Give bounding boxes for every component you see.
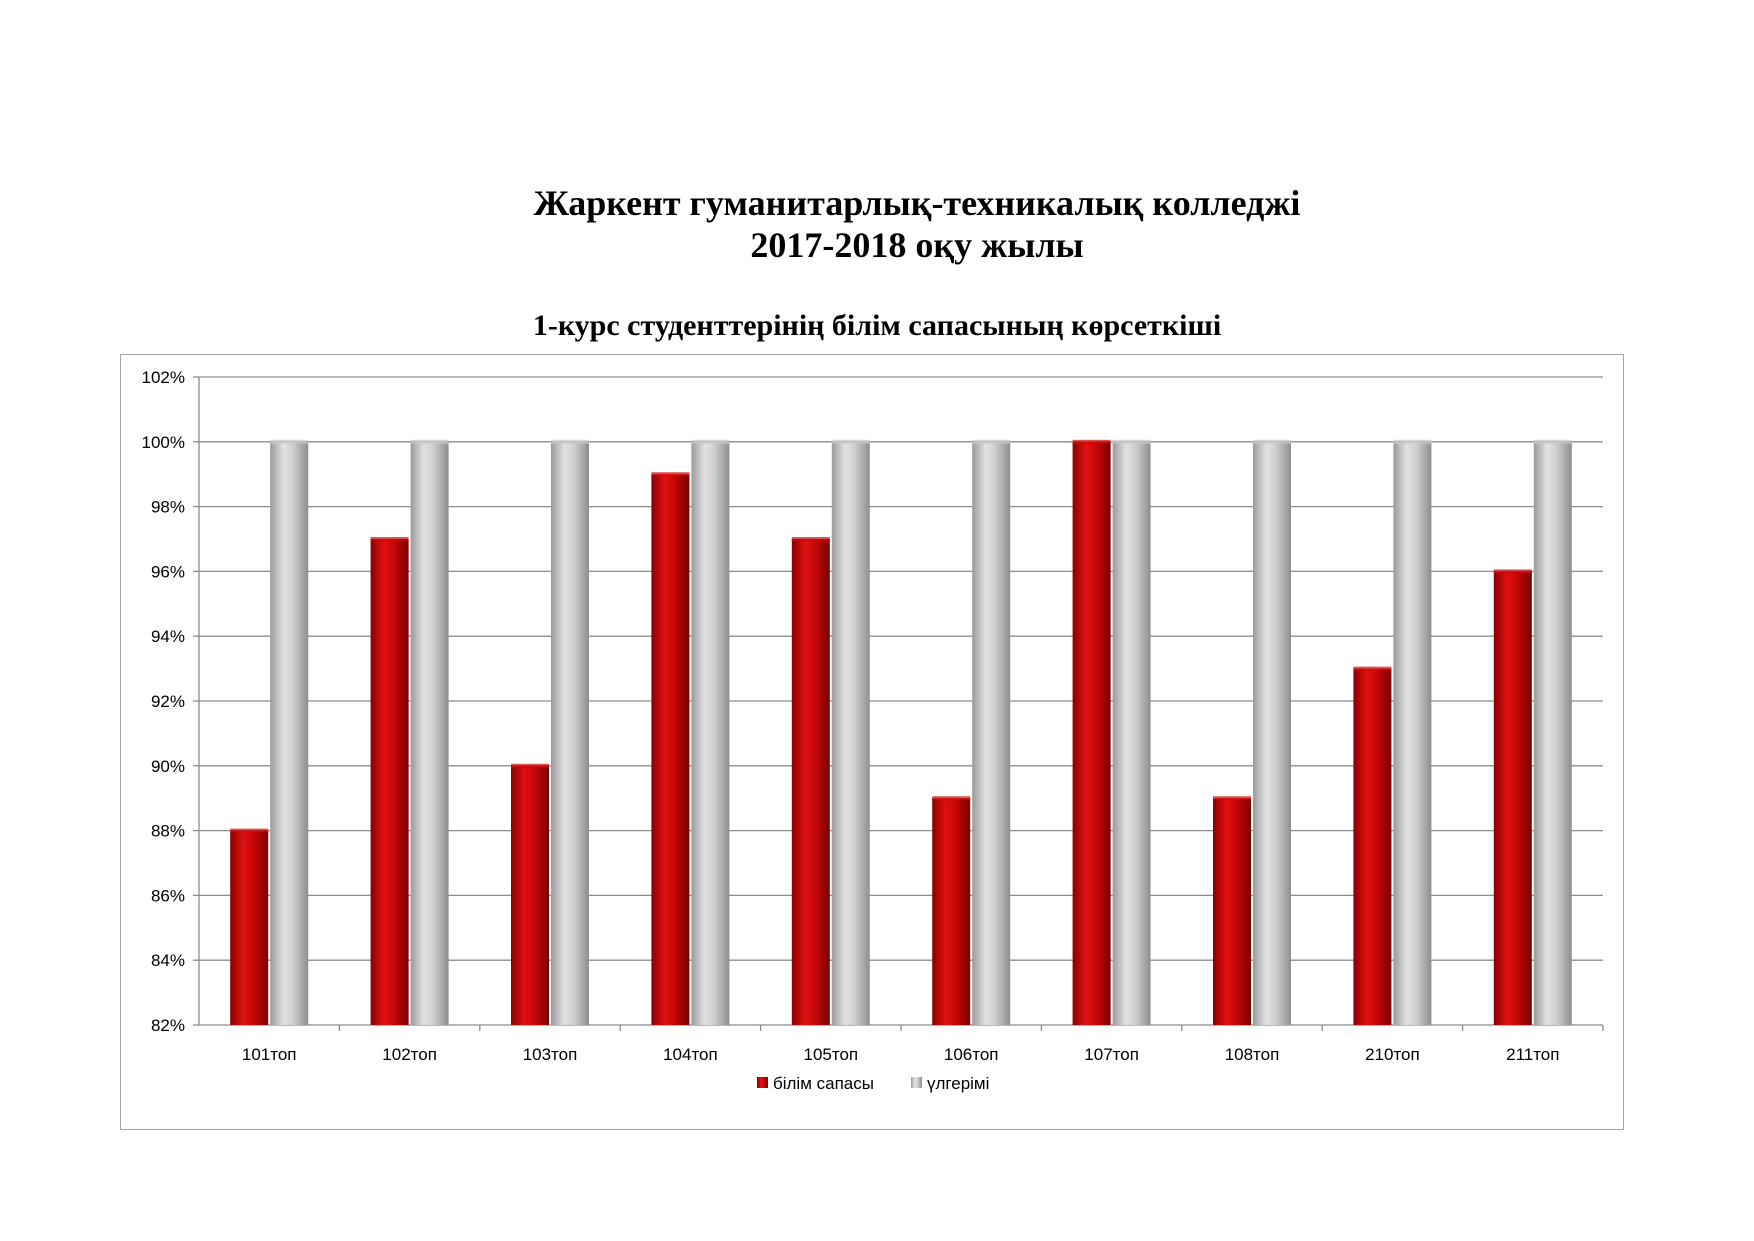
y-tick-label: 88% bbox=[151, 822, 185, 841]
x-axis-ticks: 101топ 102топ 103топ 104топ 105топ 106топ 107т… bbox=[242, 1045, 1560, 1064]
bar-cap bbox=[551, 439, 589, 444]
x-category-label: 106топ bbox=[944, 1045, 999, 1064]
bar-bilim-sapasy bbox=[511, 765, 549, 1025]
bar-bilim-sapasy bbox=[370, 539, 409, 1025]
y-tick-label: 82% bbox=[151, 1016, 185, 1035]
y-tick-label: 98% bbox=[151, 498, 185, 517]
bar-cap bbox=[651, 472, 690, 477]
bar-cap bbox=[370, 537, 409, 541]
bar-cap bbox=[410, 439, 449, 444]
bar-cap bbox=[1213, 796, 1251, 801]
y-tick-label: 84% bbox=[151, 951, 185, 970]
legend: білім сапасы үлгерімі bbox=[757, 1074, 989, 1093]
bar-cap bbox=[972, 439, 1011, 444]
y-tick-label: 94% bbox=[151, 627, 185, 646]
bar-ulgerimi bbox=[270, 441, 309, 1025]
x-category-label: 101топ bbox=[242, 1045, 297, 1064]
x-category-label: 102топ bbox=[382, 1045, 437, 1064]
bar-cap bbox=[1533, 439, 1572, 444]
legend-swatch bbox=[911, 1077, 922, 1088]
bars bbox=[230, 439, 1572, 1025]
bar-ulgerimi bbox=[1253, 441, 1291, 1025]
bar-cap bbox=[1253, 439, 1291, 444]
bar-cap bbox=[1353, 666, 1392, 671]
bar-cap bbox=[230, 828, 269, 833]
y-axis-ticks: 82% 84% 86% 88% 90% 92% 94% 96% 98% 100% 102% bbox=[142, 368, 185, 1035]
legend-swatch bbox=[757, 1077, 768, 1088]
bar-bilim-sapasy bbox=[932, 798, 971, 1025]
bar-ulgerimi bbox=[831, 441, 870, 1025]
bar-bilim-sapasy bbox=[1213, 798, 1251, 1025]
x-category-label: 211топ bbox=[1506, 1045, 1559, 1064]
bar-bilim-sapasy bbox=[1493, 571, 1532, 1025]
bar-bilim-sapasy bbox=[651, 474, 690, 1025]
y-tick-label: 96% bbox=[151, 562, 185, 581]
x-category-label: 108топ bbox=[1225, 1045, 1280, 1064]
y-tick-label: 86% bbox=[151, 886, 185, 905]
legend-label: үлгерімі bbox=[927, 1074, 989, 1093]
bar-cap bbox=[270, 439, 309, 444]
x-category-label: 105топ bbox=[803, 1045, 858, 1064]
y-tick-label: 102% bbox=[142, 368, 185, 387]
bar-cap bbox=[791, 537, 830, 541]
chart-subtitle: 1-курс студенттерінің білім сапасының кө… bbox=[532, 309, 1222, 342]
chart-title-line2: 2017-2018 оқу жылы bbox=[750, 225, 1084, 265]
chart-area: 82% 84% 86% 88% 90% 92% 94% 96% 98% 100% 102% 101т… bbox=[120, 354, 1624, 1130]
bar-bilim-sapasy bbox=[791, 539, 830, 1025]
bar-cap bbox=[1072, 439, 1111, 444]
bar-cap bbox=[1393, 439, 1432, 444]
chart-title-line1: Жаркент гуманитарлық-техникалық колледжі bbox=[533, 183, 1301, 223]
bar-chart: 82% 84% 86% 88% 90% 92% 94% 96% 98% 100% 102% 101т… bbox=[142, 368, 1604, 1093]
y-tick-label: 90% bbox=[151, 757, 185, 776]
x-category-label: 107топ bbox=[1084, 1045, 1139, 1064]
bar-ulgerimi bbox=[1112, 441, 1151, 1025]
bar-cap bbox=[831, 439, 870, 444]
y-tick-label: 92% bbox=[151, 692, 185, 711]
bar-cap bbox=[1493, 569, 1532, 574]
bar-ulgerimi bbox=[551, 441, 589, 1025]
bar-bilim-sapasy bbox=[1072, 441, 1111, 1025]
bar-cap bbox=[1112, 439, 1151, 444]
bar-ulgerimi bbox=[972, 441, 1011, 1025]
bar-ulgerimi bbox=[410, 441, 449, 1025]
x-category-label: 104топ bbox=[663, 1045, 718, 1064]
y-tick-label: 100% bbox=[142, 433, 185, 452]
bar-bilim-sapasy bbox=[230, 830, 269, 1025]
x-category-label: 103топ bbox=[523, 1045, 578, 1064]
bar-ulgerimi bbox=[691, 441, 730, 1025]
bar-ulgerimi bbox=[1533, 441, 1572, 1025]
bar-cap bbox=[511, 763, 549, 768]
bar-ulgerimi bbox=[1393, 441, 1432, 1025]
bar-cap bbox=[932, 796, 971, 801]
bar-cap bbox=[691, 439, 730, 444]
bar-bilim-sapasy bbox=[1353, 668, 1392, 1025]
x-category-label: 210топ bbox=[1365, 1045, 1420, 1064]
legend-label: білім сапасы bbox=[773, 1074, 874, 1093]
